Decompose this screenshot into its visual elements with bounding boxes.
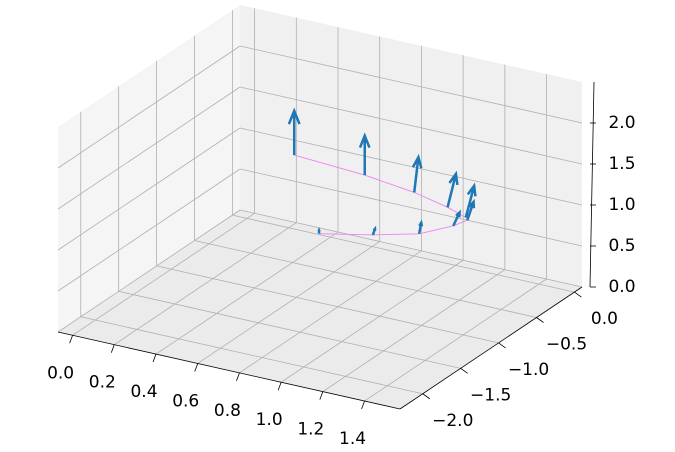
- tick-mark: [361, 400, 365, 410]
- grid-line: [155, 231, 339, 355]
- axis-line: [399, 286, 583, 410]
- x-tick-label: 0.2: [89, 373, 116, 393]
- tick-mark: [110, 344, 115, 353]
- x-tick-label: 0.8: [214, 401, 241, 421]
- floor-pane: [58, 210, 582, 409]
- tick-mark: [194, 363, 199, 372]
- arrow: [411, 153, 423, 193]
- arrow: [417, 219, 424, 235]
- x-tick-label: 0.6: [172, 391, 199, 411]
- tick-mark: [152, 353, 157, 363]
- grid-line: [197, 241, 380, 364]
- grid-line: [57, 209, 241, 333]
- z-tick-label: 2.0: [608, 113, 635, 133]
- tick-mark: [536, 317, 544, 323]
- x-tick-label: 0.4: [130, 382, 157, 402]
- y-tick-label: −2.0: [432, 411, 473, 431]
- grid-line: [57, 127, 241, 251]
- grid-line: [364, 278, 547, 402]
- grid-line: [239, 86, 583, 165]
- grid-line: [232, 214, 575, 293]
- y-tick-label: 0.0: [591, 309, 618, 329]
- grid-line: [57, 168, 241, 292]
- y-tick-label: −1.0: [508, 360, 549, 380]
- grid-line: [80, 316, 423, 395]
- z-tick-label: 1.0: [608, 195, 635, 215]
- y-tick-label: −0.5: [546, 335, 587, 355]
- z-tick-label: 1.5: [608, 154, 635, 174]
- arrow: [287, 107, 301, 156]
- tick-mark: [319, 391, 324, 400]
- grid-line: [239, 209, 583, 288]
- grid-line: [118, 290, 461, 369]
- grid-line: [194, 240, 537, 318]
- grid-line: [114, 222, 297, 346]
- grid-line: [239, 45, 583, 124]
- curve: [294, 154, 467, 218]
- grid-line: [280, 259, 464, 383]
- tick-mark: [574, 291, 582, 298]
- arrow: [371, 225, 377, 236]
- grid-line: [322, 269, 506, 392]
- arrow: [464, 182, 477, 218]
- arrow: [466, 198, 476, 221]
- tick-mark: [69, 335, 73, 344]
- grid-line: [57, 45, 241, 169]
- grid-line: [72, 212, 255, 336]
- grid-line: [156, 265, 499, 344]
- axis-line: [589, 81, 595, 288]
- grid-line: [239, 168, 583, 247]
- arrow: [317, 227, 321, 234]
- arrow: [358, 132, 371, 176]
- grid-line: [239, 127, 583, 206]
- tick-mark: [422, 393, 430, 400]
- y-tick-label: −1.5: [470, 385, 511, 405]
- tick-mark: [460, 368, 468, 374]
- tick-mark: [236, 372, 240, 381]
- z-tick-label: 0.5: [608, 236, 635, 256]
- back-pane: [240, 5, 582, 287]
- arrow: [446, 170, 459, 208]
- curve: [319, 219, 468, 236]
- x-tick-label: 1.0: [256, 410, 283, 430]
- x-tick-label: 0.0: [47, 363, 74, 383]
- grid-line: [239, 250, 422, 374]
- tick-mark: [277, 382, 282, 391]
- x-tick-label: 1.2: [297, 420, 324, 440]
- arrow: [452, 209, 461, 227]
- axis-line: [57, 331, 401, 410]
- x-tick-label: 1.4: [339, 429, 366, 449]
- tick-mark: [498, 342, 506, 349]
- grid-line: [57, 86, 241, 210]
- z-tick-label: 0.0: [608, 277, 635, 297]
